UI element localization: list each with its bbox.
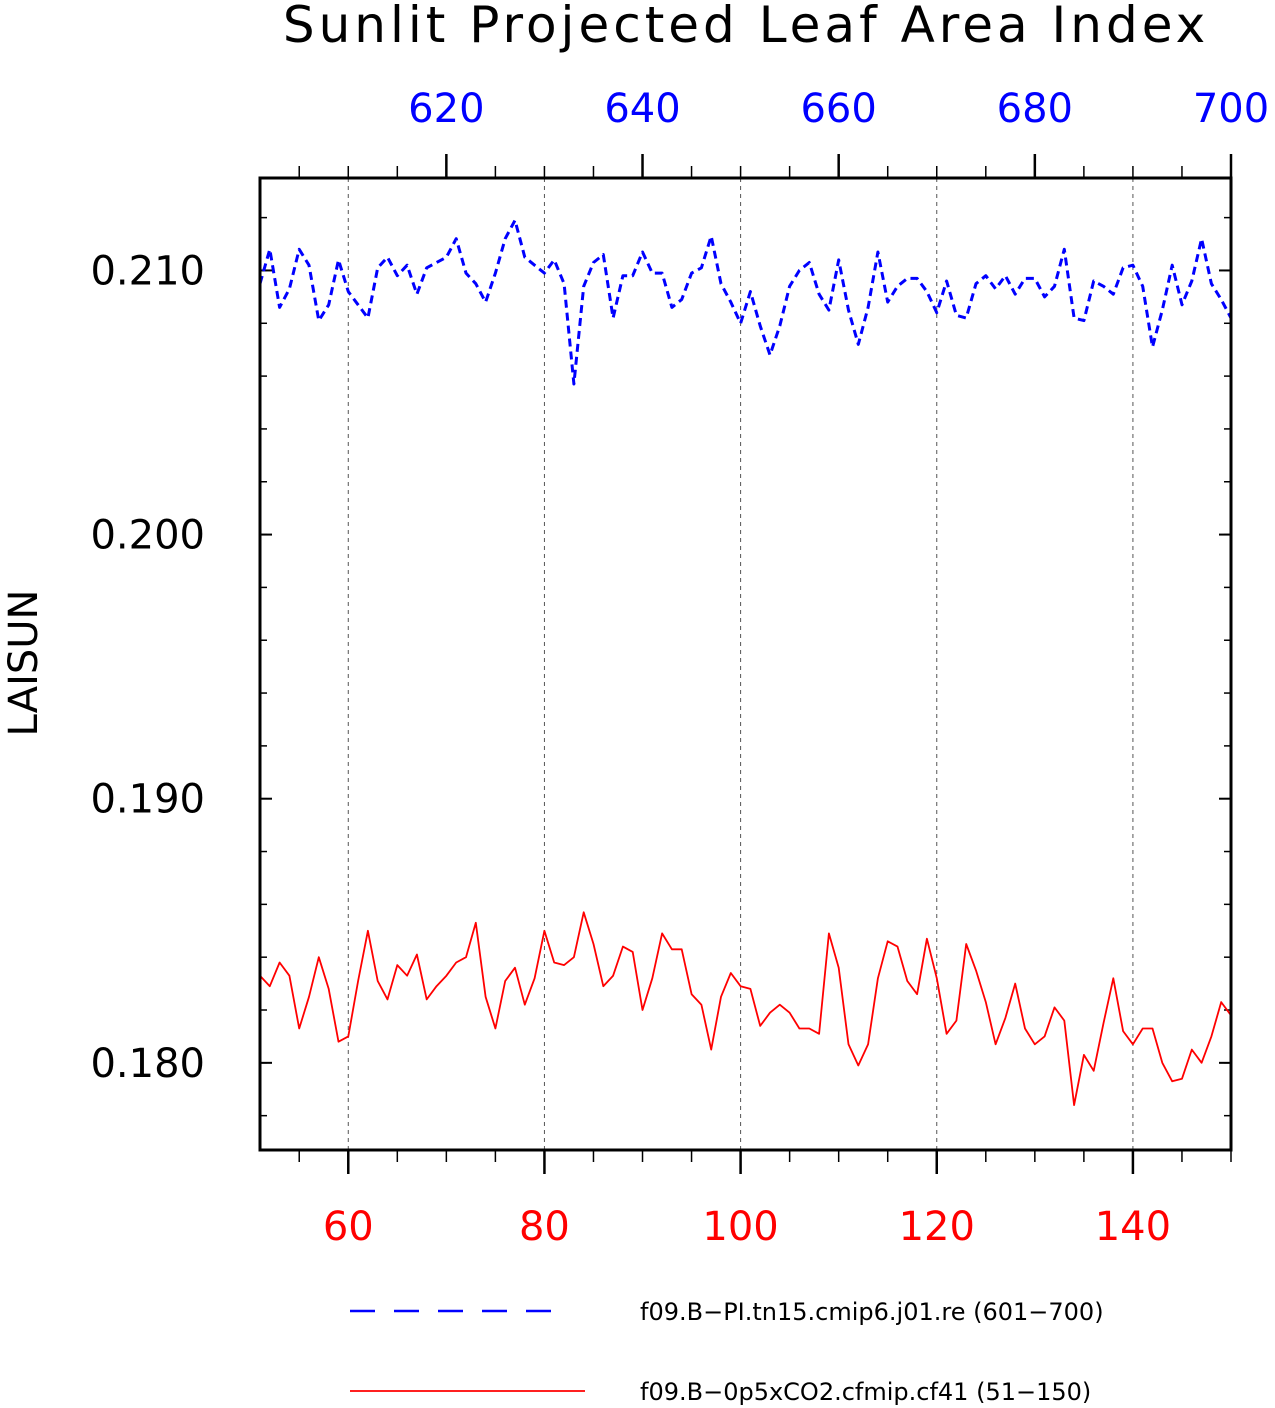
top-axis-tick-labels: 620 640 660 680 700 bbox=[408, 86, 1269, 132]
top-tick-label: 680 bbox=[997, 86, 1073, 132]
series-layer bbox=[258, 218, 1233, 1106]
top-tick-label: 640 bbox=[604, 86, 680, 132]
series-line-0p5xco2 bbox=[259, 911, 1232, 1106]
y-tick-labels: 0.180 0.190 0.200 0.210 bbox=[90, 248, 205, 1086]
legend: f09.B−PI.tn15.cmip6.j01.re (601−700) f09… bbox=[350, 1298, 1104, 1406]
chart-title: Sunlit Projected Leaf Area Index bbox=[283, 0, 1209, 54]
gridlines bbox=[347, 178, 1134, 1150]
y-axis-label: LAISUN bbox=[1, 590, 47, 737]
y-tick-label: 0.190 bbox=[90, 777, 205, 823]
legend-label-0p5xco2: f09.B−0p5xCO2.cfmip.cf41 (51−150) bbox=[640, 1378, 1091, 1406]
y-tick-label: 0.210 bbox=[90, 248, 205, 294]
bottom-tick-label: 140 bbox=[1095, 1204, 1171, 1250]
bottom-tick-label: 60 bbox=[323, 1204, 374, 1250]
top-tick-label: 620 bbox=[408, 86, 484, 132]
series-line-pi bbox=[258, 218, 1233, 386]
bottom-tick-label: 120 bbox=[899, 1204, 975, 1250]
bottom-tick-label: 100 bbox=[702, 1204, 778, 1250]
top-tick-label: 700 bbox=[1193, 86, 1269, 132]
bottom-axis-tick-labels: 60 80 100 120 140 bbox=[323, 1204, 1171, 1250]
bottom-tick-label: 80 bbox=[519, 1204, 570, 1250]
top-tick-label: 660 bbox=[800, 86, 876, 132]
y-tick-label: 0.180 bbox=[90, 1041, 205, 1087]
plot-frame bbox=[258, 176, 1233, 1152]
y-tick-label: 0.200 bbox=[90, 513, 205, 559]
legend-label-pi: f09.B−PI.tn15.cmip6.j01.re (601−700) bbox=[640, 1298, 1104, 1326]
